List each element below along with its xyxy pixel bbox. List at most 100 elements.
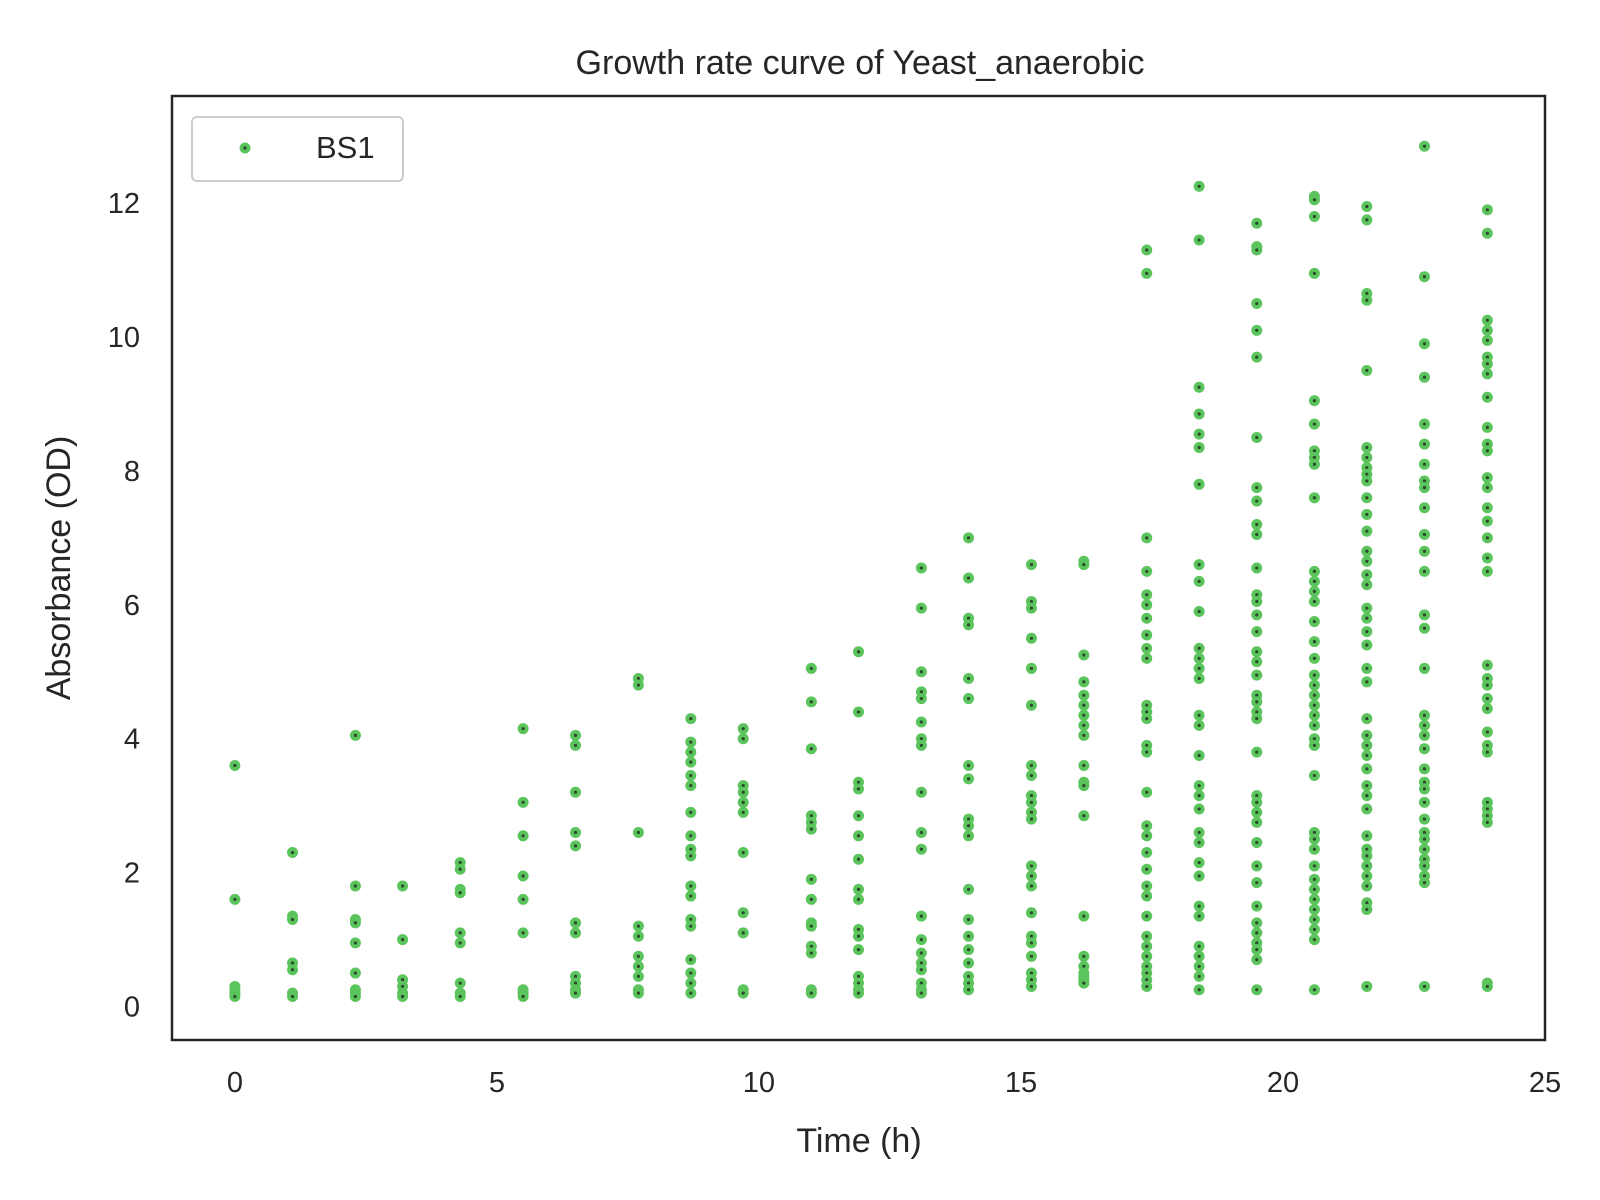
- data-point-center: [1197, 974, 1201, 978]
- data-point-center: [1365, 368, 1369, 373]
- data-point-center: [1365, 583, 1369, 587]
- data-point-center: [1485, 328, 1489, 332]
- data-point-center: [1145, 750, 1149, 754]
- data-point-center: [1197, 914, 1201, 918]
- data-point-center: [1312, 837, 1317, 841]
- data-point-center: [1197, 783, 1201, 788]
- data-point-center: [1082, 653, 1086, 657]
- data-point-center: [353, 971, 358, 975]
- data-point-center: [1145, 743, 1149, 748]
- data-point-center: [966, 981, 971, 985]
- data-point-center: [353, 941, 358, 945]
- data-point-center: [400, 978, 405, 982]
- data-point-center: [1255, 693, 1259, 697]
- data-point-center: [1255, 566, 1259, 570]
- data-point-center: [1365, 529, 1369, 533]
- data-point-center: [521, 727, 525, 731]
- data-point-center: [1197, 794, 1201, 798]
- data-point-center: [1255, 499, 1259, 503]
- data-point-center: [1365, 549, 1369, 553]
- data-point-center: [1145, 978, 1149, 982]
- data-point-center: [573, 991, 578, 995]
- data-point-center: [919, 830, 923, 835]
- data-point-center: [1312, 864, 1317, 868]
- data-point-center: [1485, 696, 1489, 701]
- data-point-center: [1255, 750, 1259, 754]
- data-point-center: [1365, 854, 1369, 858]
- data-point-center: [1312, 743, 1317, 748]
- data-point-center: [856, 650, 861, 654]
- data-point-center: [353, 994, 358, 999]
- data-point-center: [1197, 840, 1201, 845]
- data-point-center: [1029, 984, 1034, 989]
- data-point-center: [1197, 954, 1201, 958]
- data-point-center: [1197, 988, 1201, 992]
- data-point-center: [966, 887, 971, 891]
- data-point-center: [1312, 723, 1317, 727]
- data-point-center: [521, 800, 525, 804]
- data-point-center: [1029, 864, 1034, 868]
- data-point-center: [1312, 198, 1317, 202]
- data-point-center: [1145, 656, 1149, 660]
- data-point-center: [689, 750, 693, 754]
- data-point-center: [1485, 730, 1489, 734]
- data-point-center: [1029, 911, 1034, 915]
- data-point-center: [1029, 884, 1034, 888]
- data-point-center: [809, 924, 813, 928]
- data-point-center: [856, 887, 861, 891]
- data-point-center: [1255, 599, 1259, 604]
- data-point-center: [1485, 318, 1489, 322]
- x-tick-label: 15: [1005, 1067, 1037, 1099]
- data-point-center: [1255, 864, 1259, 868]
- data-point-center: [233, 994, 237, 999]
- data-point-center: [1255, 840, 1259, 845]
- data-point-center: [1082, 914, 1086, 918]
- data-point-center: [856, 991, 861, 995]
- data-point-center: [1255, 660, 1259, 664]
- data-point-center: [856, 780, 861, 784]
- data-point-center: [919, 937, 923, 942]
- data-point-center: [1365, 559, 1369, 563]
- data-point-center: [521, 874, 525, 878]
- data-point-center: [1365, 874, 1369, 878]
- data-point-center: [1365, 455, 1369, 460]
- x-tick-label: 5: [489, 1067, 505, 1099]
- data-point-center: [1145, 954, 1149, 958]
- data-point-center: [966, 696, 971, 701]
- data-point-center: [1422, 733, 1427, 737]
- data-point-center: [1082, 763, 1086, 768]
- data-point-center: [1197, 656, 1201, 660]
- data-point-center: [1255, 941, 1259, 945]
- data-point-center: [1197, 412, 1201, 416]
- data-point-center: [1422, 713, 1427, 717]
- data-point-center: [1485, 743, 1489, 748]
- data-point-center: [1145, 971, 1149, 975]
- data-point-center: [1312, 937, 1317, 942]
- data-point-center: [809, 700, 813, 704]
- data-point-center: [1422, 375, 1427, 379]
- data-point-center: [1145, 934, 1149, 938]
- data-point-center: [809, 827, 813, 831]
- data-point-center: [919, 914, 923, 918]
- data-point-center: [458, 860, 462, 865]
- data-point-center: [1422, 275, 1427, 279]
- data-point-center: [1312, 693, 1317, 697]
- data-point-center: [1082, 964, 1086, 968]
- data-point-center: [741, 850, 745, 855]
- data-point-center: [1197, 238, 1201, 242]
- data-point-center: [689, 760, 693, 764]
- data-point-center: [1312, 713, 1317, 717]
- data-point-center: [1422, 817, 1427, 821]
- data-point-center: [1029, 874, 1034, 878]
- data-point-center: [1312, 619, 1317, 624]
- data-point-center: [573, 974, 578, 978]
- data-point-center: [400, 937, 405, 942]
- data-point-center: [1365, 884, 1369, 888]
- data-point-center: [1422, 881, 1427, 885]
- data-point-center: [741, 911, 745, 915]
- data-point-center: [1422, 874, 1427, 878]
- data-point-center: [1197, 482, 1201, 486]
- data-point-center: [1082, 783, 1086, 788]
- data-point-center: [856, 814, 861, 818]
- data-point-center: [856, 857, 861, 861]
